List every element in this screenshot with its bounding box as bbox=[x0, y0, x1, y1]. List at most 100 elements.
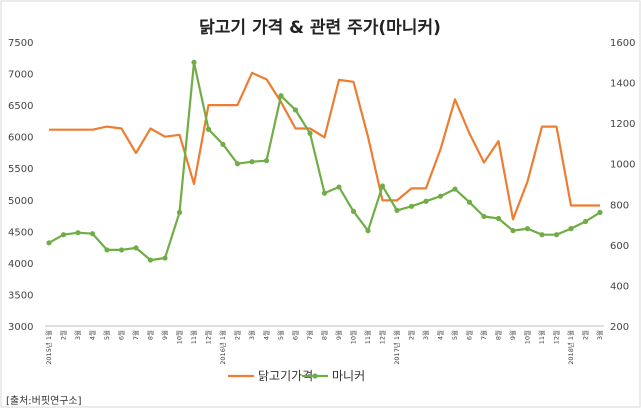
x-tick-label: 10월 bbox=[523, 330, 532, 344]
data-point-maniker bbox=[350, 208, 357, 214]
x-tick-label: 3월 bbox=[247, 330, 256, 340]
y-right-tick-label: 800 bbox=[610, 200, 629, 211]
y-left-tick-label: 6500 bbox=[8, 101, 33, 112]
x-tick-label: 8월 bbox=[320, 330, 329, 340]
data-point-maniker bbox=[582, 218, 589, 225]
x-tick-label: 3월 bbox=[73, 330, 82, 340]
y-left-tick-label: 4500 bbox=[8, 227, 33, 238]
x-tick-label: 2월 bbox=[59, 330, 68, 340]
x-tick-label: 9월 bbox=[160, 330, 169, 340]
data-point-maniker bbox=[524, 226, 531, 232]
y-left-tick-label: 5000 bbox=[8, 196, 33, 207]
data-point-maniker bbox=[46, 240, 52, 246]
x-tick-label: 7월 bbox=[305, 330, 314, 340]
data-point-maniker bbox=[176, 209, 183, 215]
x-tick-label: 11월 bbox=[363, 330, 372, 344]
data-point-maniker bbox=[162, 255, 168, 261]
x-tick-label: 4월 bbox=[88, 330, 97, 340]
data-point-maniker bbox=[379, 183, 386, 189]
y-left-tick-label: 4000 bbox=[8, 259, 33, 270]
x-tick-label: 9월 bbox=[508, 330, 517, 340]
data-point-maniker bbox=[597, 209, 603, 215]
x-tick-label: 3월 bbox=[595, 330, 604, 340]
y-right-tick-label: 1400 bbox=[610, 79, 635, 90]
data-point-maniker bbox=[321, 190, 328, 196]
data-point-maniker bbox=[75, 230, 81, 236]
data-point-maniker bbox=[278, 93, 284, 99]
y-right-tick-label: 1200 bbox=[610, 119, 635, 130]
data-point-maniker bbox=[191, 59, 197, 65]
x-tick-label: 2016년 1월 bbox=[218, 330, 227, 365]
x-tick-label: 12월 bbox=[552, 330, 561, 344]
x-tick-label: 7월 bbox=[479, 330, 488, 340]
data-point-maniker bbox=[408, 203, 415, 209]
legend-marker bbox=[312, 373, 318, 379]
x-tick-label: 2018년 1월 bbox=[566, 330, 575, 365]
x-tick-label: 12월 bbox=[204, 330, 213, 344]
x-tick-label: 5월 bbox=[276, 330, 285, 340]
y-left-tick-label: 7500 bbox=[8, 38, 33, 49]
y-left-tick-label: 3500 bbox=[8, 290, 33, 301]
data-point-maniker bbox=[336, 184, 342, 190]
y-right-tick-label: 200 bbox=[610, 322, 629, 333]
x-tick-label: 9월 bbox=[334, 330, 343, 340]
data-point-maniker bbox=[365, 228, 371, 234]
data-point-maniker bbox=[118, 247, 125, 253]
x-tick-label: 11월 bbox=[537, 330, 546, 344]
data-point-maniker bbox=[60, 232, 67, 238]
y-left-tick-label: 7000 bbox=[8, 70, 33, 81]
x-tick-label: 8월 bbox=[494, 330, 503, 340]
data-point-maniker bbox=[249, 159, 255, 165]
x-tick-label: 6월 bbox=[465, 330, 474, 340]
data-point-maniker bbox=[423, 198, 429, 204]
data-point-maniker bbox=[205, 126, 212, 132]
data-point-maniker bbox=[466, 199, 473, 205]
x-tick-label: 8월 bbox=[146, 330, 155, 340]
data-point-maniker bbox=[437, 193, 444, 199]
data-point-maniker bbox=[539, 232, 545, 238]
x-tick-label: 11월 bbox=[189, 330, 198, 344]
data-point-maniker bbox=[263, 158, 270, 164]
x-tick-label: 6월 bbox=[117, 330, 126, 340]
y-right-tick-label: 600 bbox=[610, 241, 629, 252]
x-tick-label: 3월 bbox=[421, 330, 430, 340]
data-point-maniker bbox=[553, 232, 560, 238]
y-left-tick-label: 5500 bbox=[8, 164, 33, 175]
legend-label: 마니커 bbox=[332, 369, 365, 383]
x-tick-label: 7월 bbox=[131, 330, 140, 340]
data-point-maniker bbox=[481, 213, 487, 220]
data-point-maniker bbox=[568, 226, 574, 232]
data-point-maniker bbox=[495, 215, 502, 222]
y-right-tick-label: 1600 bbox=[610, 38, 635, 49]
legend-label: 닭고기가격 bbox=[258, 369, 313, 383]
data-point-maniker bbox=[104, 247, 110, 253]
x-tick-label: 2월 bbox=[233, 330, 242, 340]
data-point-maniker bbox=[452, 186, 458, 192]
y-left-tick-label: 6000 bbox=[8, 133, 33, 144]
data-point-maniker bbox=[234, 161, 241, 167]
x-tick-label: 2월 bbox=[581, 330, 590, 340]
data-point-maniker bbox=[133, 245, 139, 251]
data-point-maniker bbox=[89, 231, 96, 237]
x-tick-label: 2015년 1월 bbox=[44, 330, 53, 365]
data-point-maniker bbox=[220, 141, 226, 148]
data-point-maniker bbox=[510, 228, 516, 234]
y-right-tick-label: 1000 bbox=[610, 160, 635, 171]
source-note: [출처:버핏연구소] bbox=[6, 396, 82, 407]
chart-title: 닭고기 가격 & 관련 주가(마니커) bbox=[199, 18, 441, 38]
x-tick-label: 5월 bbox=[102, 330, 111, 340]
data-point-maniker bbox=[394, 207, 400, 213]
y-left-tick-label: 3000 bbox=[8, 322, 33, 333]
data-point-maniker bbox=[307, 130, 313, 136]
x-tick-label: 10월 bbox=[349, 330, 358, 344]
y-right-tick-label: 400 bbox=[610, 281, 629, 292]
x-tick-label: 10월 bbox=[175, 330, 184, 344]
x-tick-label: 2017년 1월 bbox=[392, 330, 401, 365]
data-point-maniker bbox=[147, 257, 154, 263]
data-point-maniker bbox=[292, 107, 299, 113]
x-tick-label: 5월 bbox=[450, 330, 459, 340]
x-tick-label: 4월 bbox=[262, 330, 271, 340]
x-tick-label: 6월 bbox=[291, 330, 300, 340]
